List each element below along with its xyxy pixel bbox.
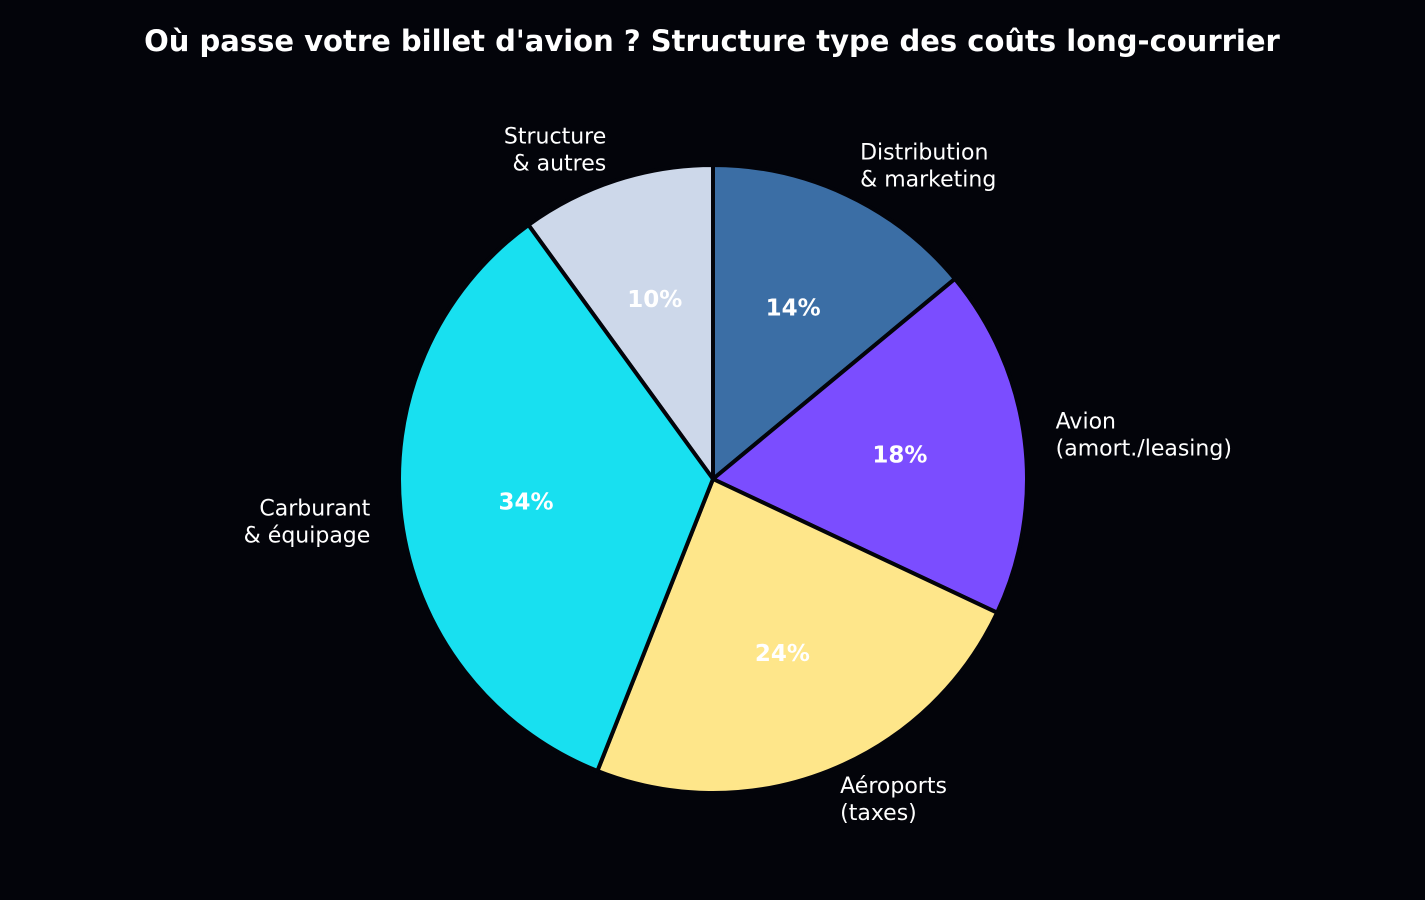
pie-slice [711, 276, 1029, 615]
slice-category-label-line: Aéroports [840, 774, 947, 799]
slice-percentage-label: 34% [499, 490, 554, 516]
slice-category-label-line: & équipage [244, 523, 371, 548]
slice-category-label: Avion (amort./leasing) [1056, 410, 1232, 462]
slice-percentage-label: 10% [627, 287, 682, 313]
slice-category-label-line: Distribution [860, 140, 988, 165]
slice-category-label: Carburant & équipage [244, 496, 371, 548]
slice-category-label-line: (amort./leasing) [1056, 437, 1232, 462]
pie-slice [526, 163, 715, 481]
pie-slice [397, 222, 715, 773]
slice-percentage-label: 18% [872, 442, 927, 468]
slice-percentage-label: 14% [766, 296, 821, 322]
category-labels: Structure & autres Distribution & marketing… [244, 125, 1232, 827]
chart-title: Où passe votre billet d'avion ? Structur… [144, 24, 1280, 58]
slice-category-label-line: Structure [504, 125, 606, 150]
slice-category-label-line: & autres [512, 152, 606, 177]
pie-slices [397, 163, 1029, 795]
slice-category-label: Distribution & marketing [860, 140, 996, 192]
slice-category-label-line: (taxes) [840, 801, 917, 826]
slice-category-label-line: Carburant [259, 496, 370, 521]
slice-category-label: Aéroports (taxes) [840, 774, 947, 826]
pie-slice [711, 163, 957, 481]
pie-slice [595, 477, 1000, 795]
slice-category-label-line: Avion [1056, 410, 1116, 435]
percentage-labels: 10% 14% 18% 24% 34% [499, 287, 928, 667]
slice-percentage-label: 24% [755, 641, 810, 667]
slice-category-label-line: & marketing [860, 167, 996, 192]
slice-category-label: Structure & autres [504, 125, 606, 177]
